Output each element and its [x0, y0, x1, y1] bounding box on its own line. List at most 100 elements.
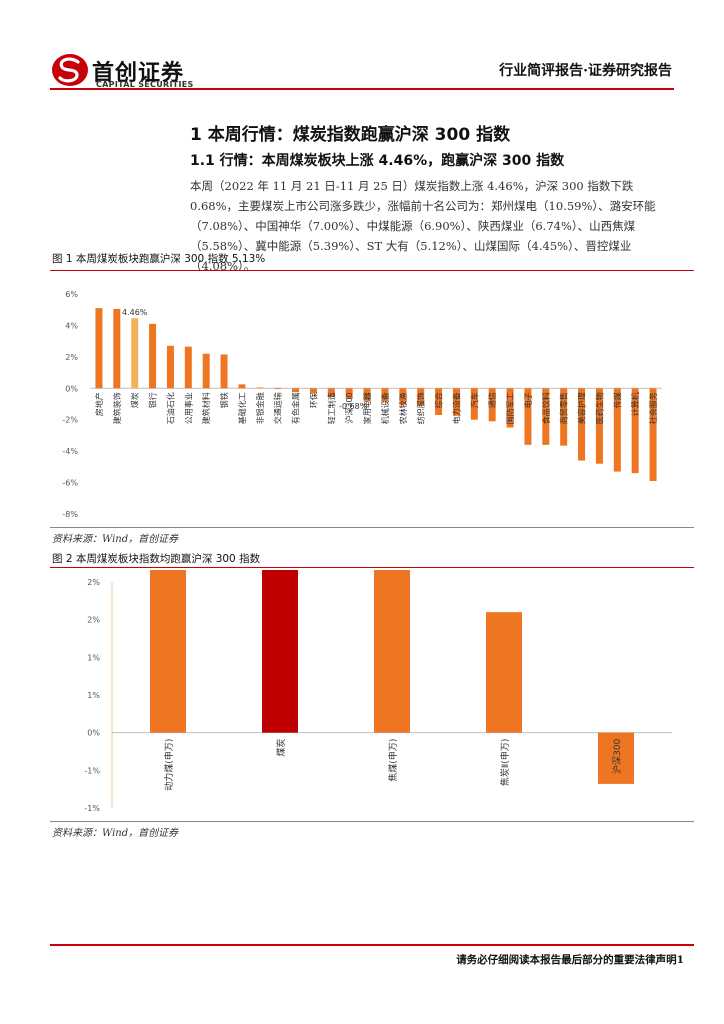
category-label: 房地产 [94, 392, 104, 416]
bar-19 [435, 388, 443, 415]
bar-3 [149, 323, 157, 389]
category-label: 综合 [434, 392, 444, 408]
figure1-bottom-rule [50, 527, 694, 528]
category-label: 沪深300 [344, 392, 354, 423]
figure2-bottom-rule [50, 821, 694, 822]
category-label: 交通运输 [273, 392, 283, 424]
category-label: 焦炭Ⅱ(申万) [499, 739, 511, 786]
y-tick-label: -6% [62, 479, 78, 488]
category-label: 钢铁 [219, 392, 229, 408]
bar-15 [363, 388, 371, 401]
bar-22 [488, 388, 496, 422]
y-tick-label: 1% [87, 691, 100, 700]
bar-23 [506, 388, 514, 428]
category-label: 食品饮料 [541, 392, 551, 424]
category-label: 煤炭 [275, 739, 287, 757]
bar-18 [417, 388, 425, 406]
figure1-top-rule [50, 270, 694, 271]
y-tick-label: -4% [62, 447, 78, 456]
bar-11 [292, 388, 300, 393]
category-label: 银行 [148, 392, 158, 408]
report-type: 行业简评报告·证券研究报告 [499, 63, 672, 79]
y-tick-label: -1% [84, 804, 100, 813]
category-label: 环保 [308, 392, 318, 408]
bar-29 [613, 388, 621, 472]
bar-1 [113, 308, 121, 389]
category-label: 国防军工 [505, 392, 515, 424]
category-label: 石油石化 [165, 392, 175, 424]
y-tick-label: 2% [87, 616, 100, 625]
bar-0 [95, 308, 103, 389]
category-label: 非银金融 [255, 392, 265, 424]
capital-securities-logo-icon [52, 54, 88, 86]
data-label: 4.46% [122, 308, 148, 317]
bar-2 [131, 318, 139, 389]
brand-name: 首创证券 [92, 61, 185, 86]
category-label: 纺织服饰 [416, 392, 426, 424]
category-label: 机械设备 [380, 392, 390, 424]
bar-0 [150, 570, 186, 733]
category-label: 农林牧渔 [398, 392, 408, 424]
category-label: 基础化工 [237, 392, 247, 424]
bar-4 [166, 345, 174, 389]
bar-21 [470, 388, 478, 420]
bar-7 [220, 354, 228, 389]
bar-25 [542, 388, 550, 445]
figure2-top-rule [50, 567, 694, 568]
bar-2 [374, 570, 410, 733]
category-label: 建筑装饰 [112, 392, 122, 424]
y-tick-label: 1% [87, 653, 100, 662]
bar-5 [184, 346, 192, 389]
bar-26 [560, 388, 568, 446]
bar-4 [598, 732, 634, 784]
figure2-title: 图 2 本周煤炭板块指数均跑赢沪深 300 指数 [52, 553, 261, 565]
bar-6 [202, 353, 210, 389]
data-label: -0.68% [339, 402, 368, 411]
figure2-bar-chart: 2% 2% 1% 1% 0% -1% -1% 动力煤(申万) 煤炭 焦煤(申万) 焦炭Ⅱ(申万) 沪深… [84, 570, 672, 813]
category-label: 美容护理 [577, 392, 587, 424]
y-tick-label: 0% [87, 729, 100, 738]
bar-9 [256, 387, 264, 389]
category-label: 商贸零售 [559, 392, 569, 424]
bar-17 [399, 388, 407, 405]
y-tick-label: 4% [65, 321, 78, 330]
y-tick-label: -2% [62, 416, 78, 425]
section-heading: 1 本周行情：煤炭指数跑赢沪深 300 指数 [190, 125, 511, 145]
y-tick-label: 0% [65, 384, 78, 393]
bar-16 [381, 388, 389, 402]
bar-20 [452, 388, 460, 416]
y-tick-label: 2% [65, 353, 78, 362]
category-label: 计算机 [630, 392, 640, 416]
y-tick-label: -8% [62, 510, 78, 519]
figure1-bar-chart: 6% 4% 2% 0% -2% -4% -6% -8% 房地产 建筑装饰 煤炭 银行 石油石化 公用事业建… [62, 290, 662, 519]
bar-8 [238, 384, 246, 389]
y-tick-label: 6% [65, 290, 78, 299]
category-label: 建筑材料 [201, 392, 211, 424]
brand-name-en: CAPITAL SECURITIES [96, 80, 194, 89]
category-label: 电子 [523, 392, 533, 408]
category-label: 传媒 [612, 392, 622, 408]
footer-divider [50, 944, 694, 946]
figure2-source: 资料来源：Wind，首创证券 [52, 828, 179, 839]
category-label: 通信 [487, 392, 497, 408]
bar-14 [345, 388, 353, 399]
category-label: 公用事业 [183, 392, 193, 424]
bar-30 [631, 388, 639, 474]
y-tick-label: -1% [84, 766, 100, 775]
header-divider [50, 88, 674, 90]
category-label: 沪深300 [611, 738, 623, 773]
bar-24 [524, 388, 532, 445]
subsection-heading: 1.1 行情：本周煤炭板块上涨 4.46%，跑赢沪深 300 指数 [190, 153, 565, 169]
bar-3 [486, 612, 522, 733]
category-label: 有色金属 [291, 392, 301, 424]
category-label: 家用电器 [362, 392, 372, 424]
category-label: 医药生物 [594, 392, 604, 424]
category-label: 轻工制造 [326, 392, 336, 424]
bar-27 [578, 388, 586, 461]
bar-12 [309, 388, 317, 393]
bar-31 [649, 388, 657, 481]
category-label: 社会服务 [648, 392, 658, 424]
figure1-title: 图 1 本周煤炭板块跑赢沪深 300 指数 5.13% [52, 253, 266, 265]
y-tick-label: 2% [87, 578, 100, 587]
category-label: 煤炭 [130, 392, 140, 408]
